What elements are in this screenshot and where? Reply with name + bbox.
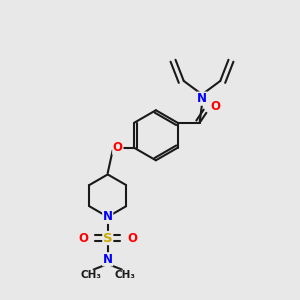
Text: O: O: [78, 232, 88, 244]
Text: O: O: [210, 100, 220, 113]
Text: N: N: [103, 253, 113, 266]
Text: N: N: [103, 210, 113, 223]
Text: CH₃: CH₃: [80, 270, 101, 280]
Text: S: S: [103, 232, 112, 244]
Text: CH₃: CH₃: [114, 270, 135, 280]
Text: O: O: [128, 232, 137, 244]
Text: N: N: [197, 92, 207, 105]
Text: O: O: [113, 141, 123, 154]
